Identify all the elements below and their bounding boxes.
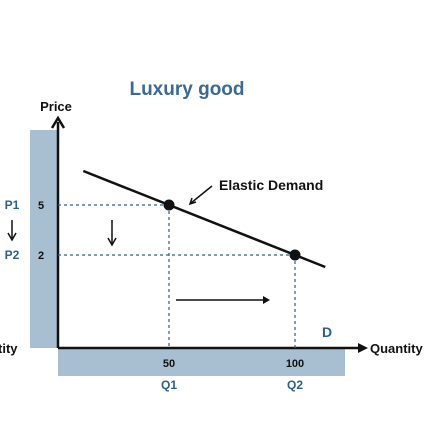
quantity-label-q2: Q2 bbox=[287, 378, 303, 392]
y-axis-label: Price bbox=[40, 99, 72, 114]
data-point-q1 bbox=[163, 199, 175, 211]
x-axis-band bbox=[58, 348, 345, 376]
chart-title: Luxury good bbox=[129, 79, 244, 100]
data-point-q2 bbox=[289, 249, 301, 261]
annotation-pointer bbox=[190, 185, 213, 204]
x-tick-label: 100 bbox=[286, 358, 304, 370]
x-tick-label: 50 bbox=[163, 358, 175, 370]
x-axis-label-left-cut: tity bbox=[0, 341, 18, 356]
demand-line bbox=[82, 169, 326, 269]
x-axis-label: Quantity bbox=[370, 341, 423, 356]
price-label-p1: P1 bbox=[5, 198, 20, 212]
x-axis-arrow bbox=[358, 343, 368, 353]
y-tick-label: 5 bbox=[38, 200, 44, 212]
annotation-pointer-head bbox=[188, 197, 197, 206]
quantity-label-q1: Q1 bbox=[161, 378, 177, 392]
price-change-arrowhead-left bbox=[7, 232, 17, 242]
y-axis-arrow bbox=[50, 115, 66, 129]
y-axis-band bbox=[30, 130, 58, 348]
y-tick-label: 2 bbox=[38, 250, 44, 262]
price-decrease-arrowhead bbox=[107, 237, 117, 247]
quantity-increase-arrowhead bbox=[263, 296, 270, 304]
price-label-p2: P2 bbox=[5, 248, 20, 262]
elastic-demand-label: Elastic Demand bbox=[219, 177, 323, 193]
demand-curve-label: D bbox=[322, 324, 332, 340]
